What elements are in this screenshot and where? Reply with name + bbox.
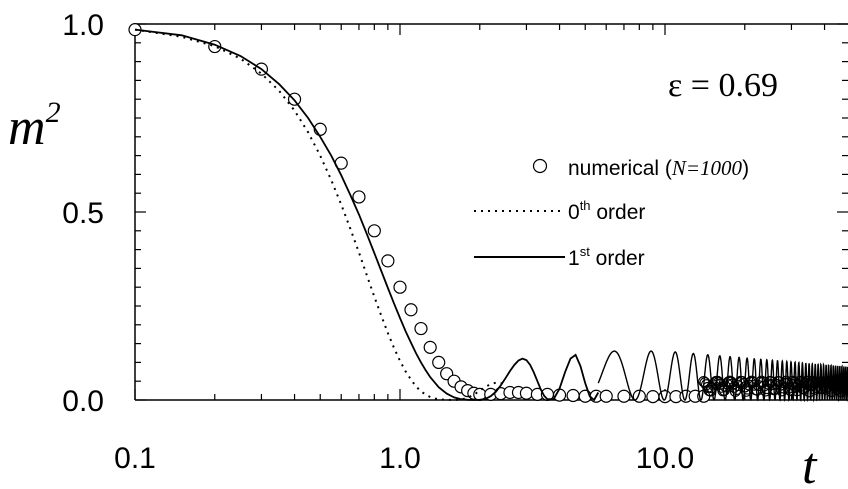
data-point (519, 386, 534, 400)
data-point (617, 389, 631, 403)
data-point (414, 321, 428, 336)
legend-label-0th-order: 0th order (568, 198, 645, 224)
data-point (843, 381, 848, 393)
data-point (423, 340, 437, 354)
axis-ticks (134, 23, 848, 401)
data-point (646, 390, 660, 404)
series-numerical (128, 23, 711, 404)
data-point (367, 224, 381, 238)
y-tick-label: 1.0 (62, 9, 104, 42)
x-axis-label: t (802, 438, 818, 489)
data-point (432, 355, 446, 369)
x-tick-label: 1.0 (379, 442, 421, 475)
data-point (799, 377, 811, 389)
y-axis-label-base: m (8, 99, 46, 156)
series-1st-order (134, 28, 600, 402)
series-layer (128, 23, 848, 404)
data-point (787, 375, 799, 387)
data-point (698, 375, 710, 388)
data-point (404, 303, 418, 317)
x-tick-label: 0.1 (114, 442, 156, 475)
data-point (599, 389, 613, 403)
data-point (806, 375, 818, 387)
epsilon-annotation: ε = 0.69 (668, 67, 778, 104)
y-tick-label: 0.0 (62, 385, 104, 418)
y-axis-label-sup: 2 (46, 96, 61, 129)
legend: numerical (N=1000) 0th order 1st order (474, 156, 749, 270)
data-point (352, 190, 366, 204)
series-numerical-dense (698, 375, 848, 398)
tick-labels: 0.1 1.0 10.0 0.0 0.5 1.0 (62, 9, 694, 475)
y-tick-label: 0.5 (62, 197, 104, 230)
legend-marker-numerical (532, 158, 548, 174)
legend-label-numerical: numerical (N=1000) (568, 156, 749, 180)
data-point (707, 379, 719, 391)
data-point (566, 388, 580, 403)
y-axis-label: m2 (8, 96, 61, 156)
data-point (816, 382, 828, 394)
series-0th-order (134, 28, 506, 402)
legend-label-1st-order: 1st order (568, 244, 645, 270)
data-point (393, 280, 407, 294)
data-point (780, 375, 792, 387)
x-tick-label: 10.0 (636, 442, 694, 475)
data-point (381, 254, 395, 268)
